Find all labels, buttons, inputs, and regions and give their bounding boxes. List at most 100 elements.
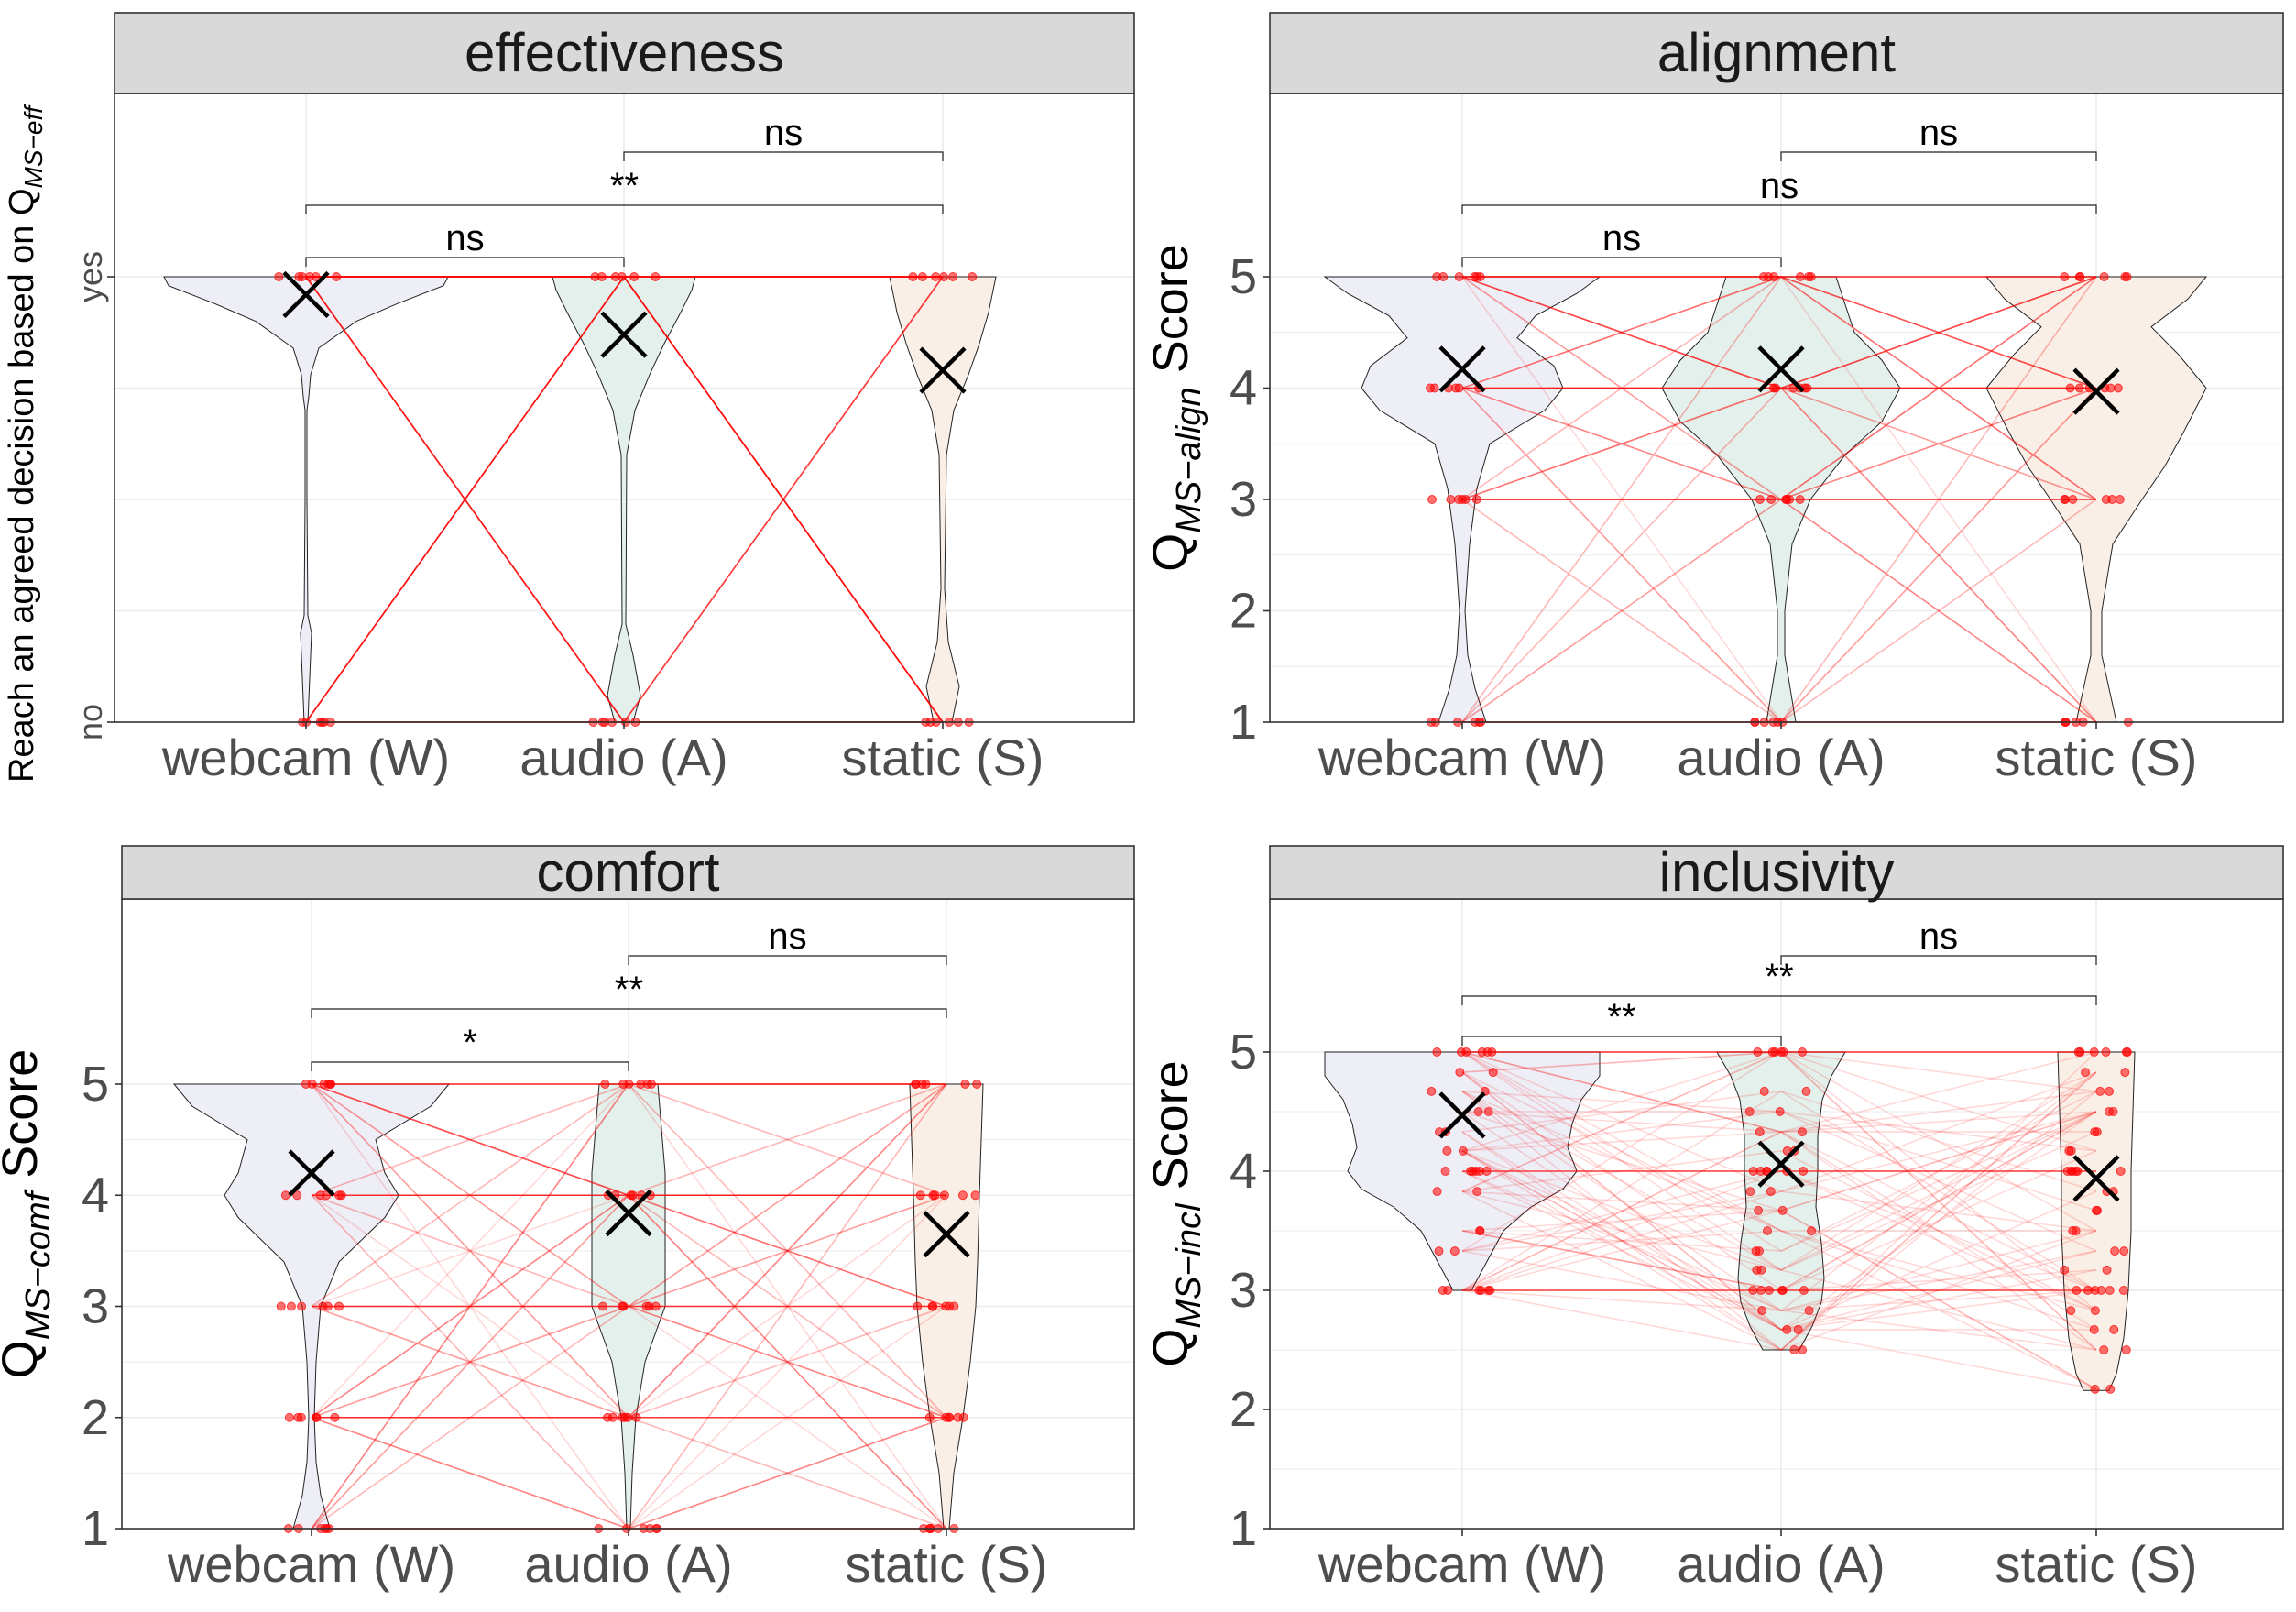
participant-line [1461, 1091, 2097, 1192]
data-point [1438, 1286, 1448, 1295]
data-point [618, 1301, 629, 1311]
data-point [2105, 1286, 2115, 1295]
data-point [911, 1080, 921, 1089]
participant-line [1461, 1091, 2097, 1352]
x-tick-label: webcam (W) [1317, 1535, 1606, 1593]
data-point [651, 272, 661, 281]
participant-line [1461, 1071, 2097, 1271]
data-point [2122, 1047, 2132, 1057]
data-point [2093, 1205, 2103, 1215]
data-point [2120, 1068, 2130, 1078]
x-tick-label: audio (A) [1677, 729, 1885, 786]
violin-2 [2057, 1051, 2136, 1391]
data-point [953, 1412, 963, 1422]
data-point [280, 1190, 290, 1201]
data-point [334, 1301, 344, 1311]
data-point [315, 1190, 325, 1201]
data-point [1764, 1286, 1774, 1295]
y-tick-label: 5 [82, 1057, 109, 1112]
data-point [330, 1412, 340, 1422]
data-point [2060, 1265, 2070, 1275]
y-axis-title: QMS−comf Score [0, 1049, 58, 1379]
y-tick-label: yes [71, 251, 109, 302]
data-point [1768, 383, 1778, 393]
data-point [1755, 1246, 1765, 1256]
data-point [2074, 383, 2084, 393]
participant-line [1461, 1051, 2097, 1133]
data-point [2089, 1324, 2099, 1334]
panel-inclusivity: ** ** ns inclusivity 1 2 3 4 5 webcam (W) audio (A… [1143, 841, 2284, 1593]
data-point [1753, 1047, 1763, 1057]
panel-alignment: ns ns ns alignment 1 2 3 4 5 webcam (W) audio (A) s… [1143, 12, 2284, 786]
participant-line [1461, 1051, 2097, 1352]
y-tick-label: 1 [1230, 1501, 1257, 1556]
data-point [2110, 1246, 2120, 1256]
data-point [1754, 1205, 1764, 1215]
significance-bracket [305, 204, 944, 214]
participant-line [1461, 1170, 2097, 1331]
significance-label: ** [1607, 997, 1635, 1037]
x-tick-label: audio (A) [519, 729, 727, 786]
mean-marker [288, 1149, 335, 1197]
data-point [274, 272, 284, 281]
data-point [311, 1412, 321, 1422]
data-point [2072, 1167, 2083, 1176]
data-point [1458, 1146, 1468, 1156]
y-tick-label: 4 [82, 1168, 109, 1223]
data-point [2105, 1086, 2115, 1096]
participant-line [1461, 1230, 2097, 1331]
data-point [1446, 495, 1456, 504]
data-point [1757, 1306, 1767, 1316]
data-point [603, 1412, 613, 1422]
y-axis-title-subscript: MS−eff [19, 104, 48, 189]
data-point [284, 1412, 294, 1422]
data-point [276, 1301, 286, 1311]
facet-title: comfort [536, 841, 719, 903]
participant-line [1461, 1131, 2097, 1331]
mean-marker [605, 1190, 652, 1237]
data-point [948, 272, 958, 281]
significance-label: ** [1765, 957, 1793, 997]
mean-marker [1438, 345, 1486, 393]
data-point [1797, 1127, 1807, 1137]
significance-label: * [463, 1023, 477, 1063]
participant-line [1461, 1190, 2097, 1351]
x-tick-label: webcam (W) [167, 1535, 455, 1593]
participant-line [1461, 1071, 2097, 1331]
significance-bracket [628, 955, 947, 965]
data-point [1782, 1324, 1792, 1334]
data-point [644, 1301, 654, 1311]
data-point [2060, 272, 2070, 281]
participant-line [1461, 1111, 2097, 1331]
data-point [1471, 272, 1481, 281]
data-point [618, 1412, 628, 1422]
data-point [2118, 1286, 2128, 1295]
data-point [2072, 1286, 2082, 1295]
y-tick-label: 1 [1230, 695, 1257, 750]
data-point [1801, 1086, 1811, 1096]
data-point [2120, 272, 2130, 281]
data-point [1442, 1146, 1452, 1156]
data-point [1472, 1187, 1482, 1197]
y-axis-title-suffix: Score [1143, 1060, 1198, 1203]
facet-strip [1269, 845, 2284, 900]
participant-line [1461, 1111, 2097, 1252]
panel-effectiveness: ns ** ns effectiveness no yes webcam (W) audio … [3, 12, 1135, 786]
participant-line [1461, 1071, 2096, 1232]
data-point [1474, 1286, 1484, 1295]
participant-line [1461, 1111, 2097, 1291]
data-point [927, 1301, 937, 1311]
mean-marker [923, 1211, 970, 1258]
participant-line [1461, 1131, 2097, 1291]
y-tick-label: 5 [1230, 249, 1257, 304]
data-point [1432, 1187, 1442, 1197]
x-tick-label: webcam (W) [161, 729, 450, 786]
data-point [600, 1080, 610, 1089]
x-tick-label: static (S) [842, 729, 1044, 786]
data-point [1755, 495, 1765, 504]
y-axis-title: QMS−align Score [1143, 244, 1208, 572]
facet-title: effectiveness [465, 22, 784, 83]
data-point [2101, 1047, 2111, 1057]
data-point [945, 1412, 955, 1422]
y-axis-title-subscript: MS−incl [1170, 1202, 1208, 1329]
